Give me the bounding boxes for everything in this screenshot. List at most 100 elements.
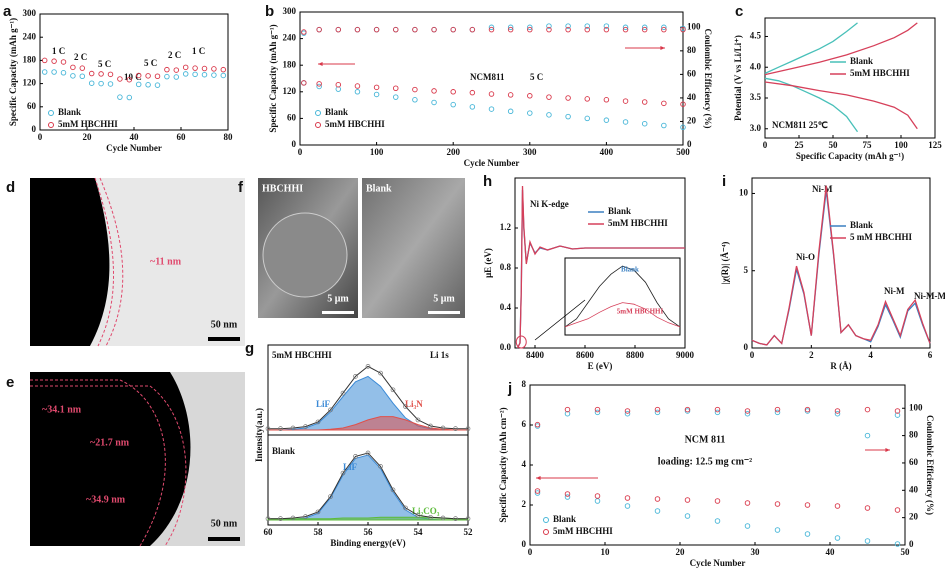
data-point [126, 76, 133, 83]
y-tick-label: 300 [23, 8, 37, 18]
annotation: Ni-M [812, 184, 833, 194]
data-point [684, 497, 691, 503]
data-point [290, 515, 296, 521]
data-point [680, 101, 686, 107]
data-point [354, 83, 361, 89]
data-point [201, 71, 208, 78]
data-point [534, 490, 541, 496]
boundary [94, 177, 115, 347]
x-tick-label: 60 [264, 527, 274, 537]
data-point [774, 527, 781, 533]
component-label: Li₃N [405, 399, 423, 409]
inset-line [564, 265, 681, 328]
component-label: LiF [316, 399, 331, 409]
data-point [98, 71, 104, 77]
annotation: NCM 811 [685, 434, 726, 445]
data-point [654, 508, 661, 514]
data-point [834, 408, 841, 414]
data-point [107, 81, 114, 87]
data-point [834, 410, 841, 417]
y2-axis-label: Coulombic Efficiency (%) [925, 415, 935, 515]
x-tick-label: 6 [928, 350, 933, 360]
data-point [834, 503, 841, 509]
annotation: NCM811 [470, 72, 505, 82]
annotation: 1 C [192, 46, 205, 56]
legend-label: Blank [325, 107, 348, 117]
data-point [373, 91, 380, 98]
data-point [135, 81, 142, 88]
data-point [415, 512, 421, 518]
data-point [584, 26, 591, 33]
x-tick-label: 2 [809, 350, 814, 360]
data-point [220, 72, 227, 79]
data-point [714, 406, 721, 413]
annotation: NCM811 25℃ [772, 120, 828, 130]
data-point [79, 65, 86, 71]
x-tick-label: 8800 [626, 350, 645, 360]
data-point [211, 72, 217, 78]
data-point [654, 496, 661, 502]
scale-label: 50 nm [211, 319, 238, 330]
panel-label: a [3, 3, 12, 20]
data-point [584, 23, 591, 29]
data-point [340, 390, 346, 396]
x-tick-label: 52 [464, 527, 474, 537]
data-point [641, 120, 648, 127]
inset-frame [564, 257, 681, 336]
annotation: loading: 12.5 mg cm⁻² [658, 456, 752, 467]
data-point [507, 108, 514, 115]
data-point [774, 406, 781, 413]
x-axis-label: Cycle Number [106, 143, 162, 153]
panel-f: f HBCHHI Blank 5 μm 5 μm [238, 178, 465, 318]
data-point [88, 80, 95, 86]
data-point [584, 96, 591, 102]
data-point [403, 404, 408, 409]
x-tick-label: 56 [364, 527, 374, 537]
data-point [641, 26, 648, 33]
data-point [315, 509, 321, 515]
data-point [353, 454, 358, 459]
annotation: Ni-M [884, 286, 905, 296]
x-tick-label: 0 [763, 140, 768, 150]
scale-label: 5 μm [327, 293, 349, 304]
data-point [894, 507, 901, 513]
y-tick-label: 240 [283, 33, 297, 43]
data-point [450, 89, 456, 95]
data-point [488, 91, 495, 97]
data-line [764, 81, 918, 130]
panel-label: f [238, 179, 244, 196]
thickness-label: ~34.9 nm [86, 494, 126, 505]
data-point [378, 464, 383, 469]
data-point [265, 516, 271, 522]
legend-label: Blank [58, 107, 81, 117]
legend-marker [543, 517, 549, 523]
legend-marker [48, 122, 54, 128]
scale-bar [208, 537, 240, 541]
x-tick-label: 8600 [576, 350, 595, 360]
y2-tick-label: 40 [909, 484, 919, 494]
sample-label: HBCHHI [262, 183, 303, 194]
y-tick-label: 120 [283, 86, 297, 96]
data-point [365, 450, 371, 456]
legend-label: 5mM HBCHHI [325, 119, 385, 129]
component-peak [268, 416, 468, 431]
data-point [654, 406, 661, 413]
legend-label: Blank [850, 56, 873, 66]
data-point [390, 387, 396, 393]
data-point [135, 72, 142, 79]
legend-label: 5mM HBCHHI [608, 218, 668, 228]
data-point [527, 26, 533, 33]
x-tick-label: 75 [863, 140, 873, 150]
data-point [220, 66, 227, 73]
x-tick-label: 10 [601, 547, 611, 557]
panel-label: h [483, 173, 492, 190]
data-point [641, 99, 648, 105]
x-tick-label: 20 [83, 132, 93, 142]
data-point [661, 122, 667, 129]
data-point [714, 409, 721, 416]
data-point [624, 495, 631, 501]
x-tick-label: 9000 [676, 350, 695, 360]
particle [30, 178, 110, 346]
x-tick-label: 100 [894, 140, 908, 150]
data-point [265, 426, 271, 432]
